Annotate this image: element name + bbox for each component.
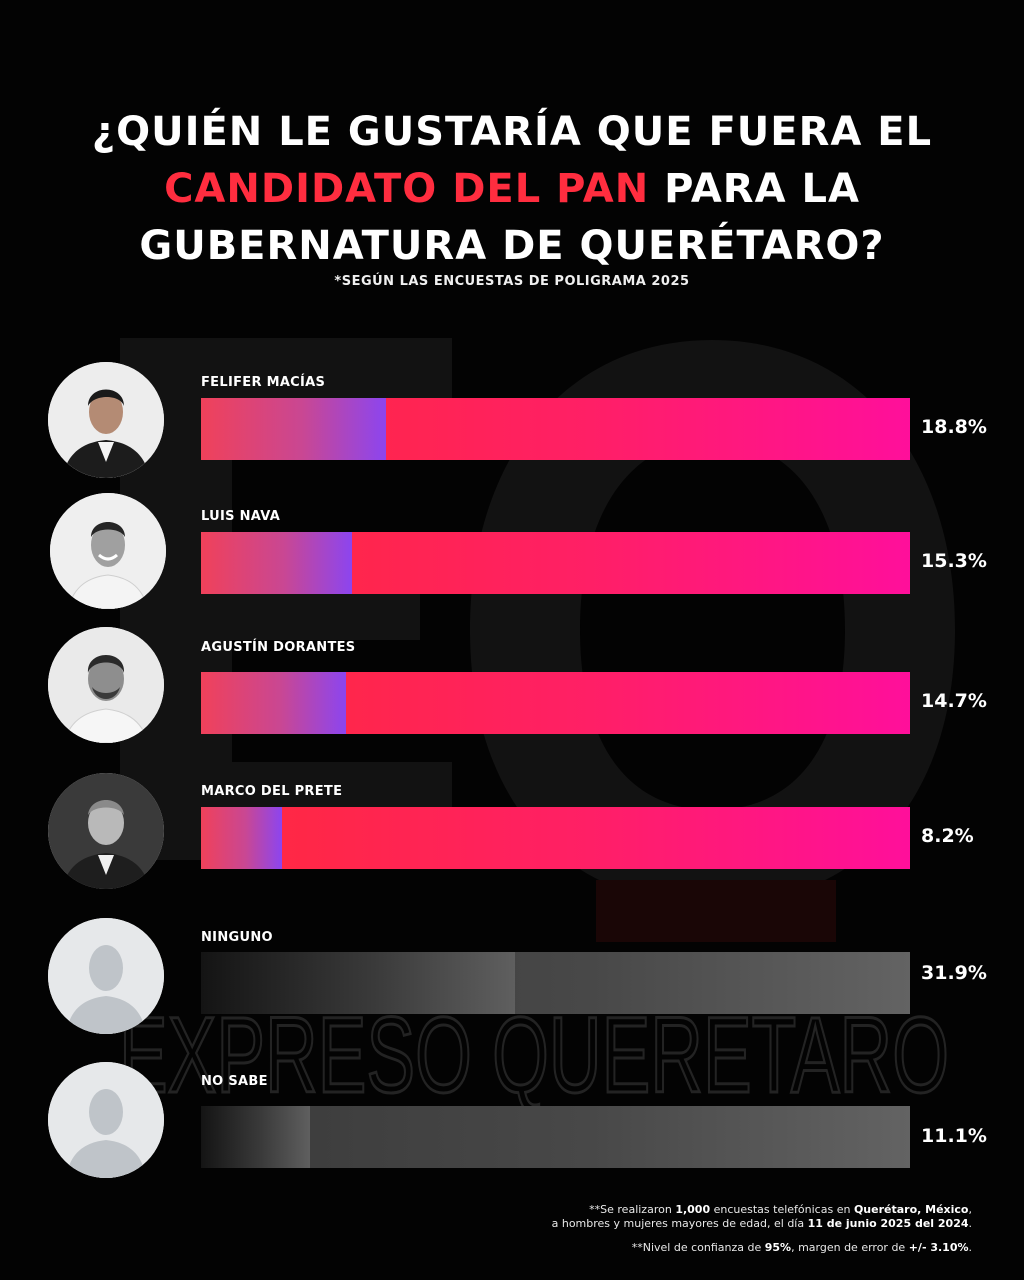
- footnote-3-confidence: 95%: [764, 1241, 792, 1254]
- bar-track-marco-del-prete: [201, 807, 910, 869]
- title-line-2: CANDIDATO DEL PAN PARA LA: [0, 161, 1024, 218]
- bar-label-ninguno: NINGUNO: [201, 930, 273, 945]
- footnote-3: **Nivel de confianza de 95%, margen de e…: [632, 1241, 972, 1254]
- subtitle: *SEGÚN LAS ENCUESTAS DE POLIGRAMA 2025: [334, 274, 690, 289]
- value-label-luis-nava: 15.3%: [921, 550, 987, 572]
- person-photo-icon: [48, 627, 164, 743]
- footnote-2-end: .: [968, 1217, 973, 1230]
- user-silhouette-icon: [48, 918, 164, 1034]
- watermark-q-tail: [596, 880, 836, 942]
- title-line-1: ¿QUIÉN LE GUSTARÍA QUE FUERA EL: [91, 109, 933, 155]
- bar-label-marco-del-prete: MARCO DEL PRETE: [201, 784, 343, 799]
- bar-luis-nava: [201, 532, 352, 594]
- footnote-2: a hombres y mujeres mayores de edad, el …: [552, 1217, 972, 1230]
- bar-track-no-sabe: [201, 1106, 910, 1168]
- bar-label-luis-nava: LUIS NAVA: [201, 509, 281, 524]
- footnote-2-date: 11 de junio 2025 del 2024: [807, 1217, 969, 1230]
- user-silhouette-icon: [48, 1062, 164, 1178]
- footnote-1-mid: encuestas telefónicas en: [710, 1203, 854, 1216]
- footnote-1-place: Querétaro, México: [853, 1203, 969, 1216]
- title-line-2-rest: PARA LA: [649, 166, 860, 212]
- footnote-1: **Se realizaron 1,000 encuestas telefóni…: [589, 1203, 972, 1216]
- footnote-1-count: 1,000: [675, 1203, 711, 1216]
- bar-track-luis-nava: [201, 532, 910, 594]
- value-label-ninguno: 31.9%: [921, 962, 987, 984]
- person-photo-icon: [48, 362, 164, 478]
- value-label-no-sabe: 11.1%: [921, 1125, 987, 1147]
- avatar-no-sabe: [48, 1062, 164, 1178]
- person-photo-icon: [48, 773, 164, 889]
- footnote-1-text: **Se realizaron: [589, 1203, 676, 1216]
- footnote-3-error: +/- 3.10%: [908, 1241, 969, 1254]
- bar-agustin-dorantes: [201, 672, 346, 734]
- bar-track-felifer-macias: [201, 398, 910, 460]
- footnote-3-mid: , margen de error de: [791, 1241, 909, 1254]
- bar-ninguno: [201, 952, 516, 1014]
- avatar-agustin-dorantes: [48, 627, 164, 743]
- footnote-1-end: ,: [968, 1203, 973, 1216]
- avatar-felifer-macias: [48, 362, 164, 478]
- bar-felifer-macias: [201, 398, 387, 460]
- avatar-marco-del-prete: [48, 773, 164, 889]
- footnote-3-text: **Nivel de confianza de: [631, 1241, 765, 1254]
- bar-track-agustin-dorantes: [201, 672, 910, 734]
- bar-no-sabe: [201, 1106, 311, 1168]
- bar-label-felifer-macias: FELIFER MACÍAS: [201, 375, 326, 390]
- avatar-luis-nava: [50, 493, 166, 609]
- title-accent: CANDIDATO DEL PAN: [164, 166, 650, 212]
- bar-marco-del-prete: [201, 807, 282, 869]
- bar-label-no-sabe: NO SABE: [201, 1074, 268, 1089]
- page-title: ¿QUIÉN LE GUSTARÍA QUE FUERA EL CANDIDAT…: [0, 104, 1024, 275]
- value-label-marco-del-prete: 8.2%: [921, 825, 974, 847]
- person-photo-icon: [50, 493, 166, 609]
- bar-label-agustin-dorantes: AGUSTÍN DORANTES: [201, 640, 356, 655]
- footnote-2-text: a hombres y mujeres mayores de edad, el …: [551, 1217, 808, 1230]
- footnote-3-end: .: [968, 1241, 973, 1254]
- title-line-3: GUBERNATURA DE QUERÉTARO?: [139, 223, 885, 269]
- bar-track-ninguno: [201, 952, 910, 1014]
- avatar-ninguno: [48, 918, 164, 1034]
- value-label-agustin-dorantes: 14.7%: [921, 690, 987, 712]
- value-label-felifer-macias: 18.8%: [921, 416, 987, 438]
